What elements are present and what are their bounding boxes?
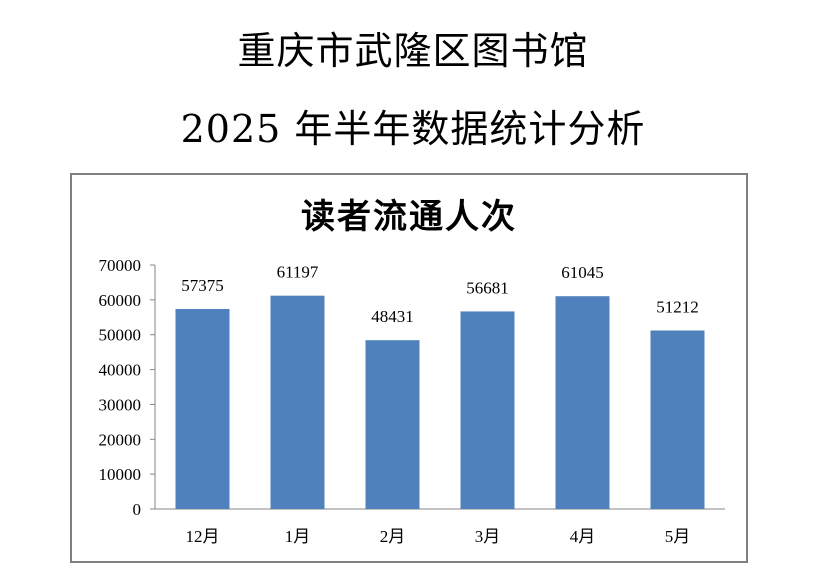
y-tick-label: 30000 xyxy=(99,395,142,414)
y-tick-label: 20000 xyxy=(99,430,142,449)
data-label: 48431 xyxy=(371,307,414,326)
data-label: 56681 xyxy=(466,278,509,297)
y-tick-label: 10000 xyxy=(99,465,142,484)
bar xyxy=(555,296,610,509)
x-tick-label: 5月 xyxy=(665,527,691,546)
x-tick-label: 2月 xyxy=(380,527,406,546)
x-tick-label: 4月 xyxy=(570,527,596,546)
data-label: 61045 xyxy=(561,263,604,282)
bar xyxy=(460,311,515,509)
bar xyxy=(175,309,230,509)
y-tick-label: 60000 xyxy=(99,291,142,310)
chart-title: 读者流通人次 xyxy=(301,197,517,237)
x-tick-label: 12月 xyxy=(186,527,220,546)
page-title-line-1: 重庆市武隆区图书馆 xyxy=(237,29,589,73)
bar xyxy=(650,330,705,509)
y-tick-label: 40000 xyxy=(99,361,142,380)
x-tick-label: 1月 xyxy=(285,527,311,546)
x-tick-label: 3月 xyxy=(475,527,501,546)
data-label: 61197 xyxy=(277,263,319,282)
bar xyxy=(270,295,325,509)
page-title-line-2: 2025 年半年数据统计分析 xyxy=(180,107,646,151)
data-label: 51212 xyxy=(656,297,699,316)
data-label: 57375 xyxy=(181,276,224,295)
y-tick-label: 70000 xyxy=(99,256,142,275)
y-tick-label: 0 xyxy=(133,500,142,519)
y-tick-label: 50000 xyxy=(99,326,142,345)
bar xyxy=(365,340,420,509)
